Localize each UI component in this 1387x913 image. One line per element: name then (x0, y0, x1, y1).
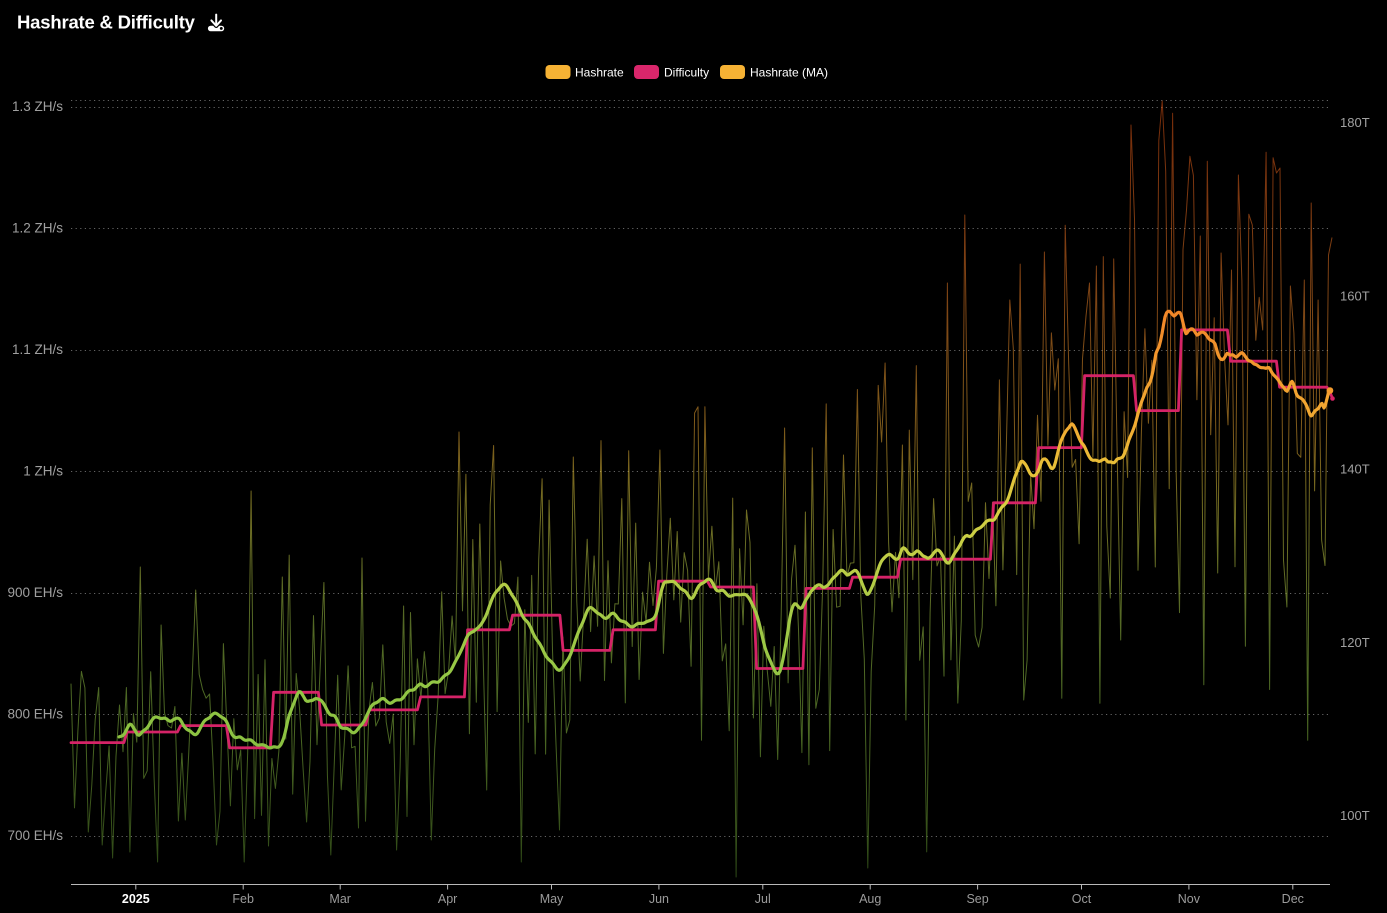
svg-text:Jul: Jul (755, 892, 771, 906)
svg-text:800 EH/s: 800 EH/s (7, 707, 63, 722)
svg-text:700 EH/s: 700 EH/s (7, 828, 63, 843)
svg-text:160T: 160T (1340, 288, 1370, 303)
svg-text:Hashrate (MA): Hashrate (MA) (750, 66, 828, 80)
svg-text:Hashrate & Difficulty: Hashrate & Difficulty (17, 12, 196, 33)
svg-text:1.1 ZH/s: 1.1 ZH/s (12, 342, 63, 357)
svg-text:900 EH/s: 900 EH/s (7, 585, 63, 600)
svg-text:1.3 ZH/s: 1.3 ZH/s (12, 99, 63, 114)
svg-text:Difficulty: Difficulty (664, 66, 709, 80)
svg-text:100T: 100T (1340, 808, 1370, 823)
svg-text:Feb: Feb (232, 892, 254, 906)
svg-text:Mar: Mar (329, 892, 351, 906)
svg-text:Jun: Jun (649, 892, 669, 906)
svg-text:Oct: Oct (1072, 892, 1092, 906)
svg-text:Hashrate: Hashrate (575, 66, 624, 80)
svg-text:1 ZH/s: 1 ZH/s (23, 464, 63, 479)
svg-text:1.2 ZH/s: 1.2 ZH/s (12, 221, 63, 236)
svg-text:Apr: Apr (438, 892, 457, 906)
svg-text:180T: 180T (1340, 115, 1370, 130)
svg-text:Nov: Nov (1178, 892, 1201, 906)
svg-text:140T: 140T (1340, 462, 1370, 477)
svg-text:May: May (540, 892, 564, 906)
svg-text:2025: 2025 (122, 892, 150, 906)
svg-text:Dec: Dec (1282, 892, 1304, 906)
svg-text:Sep: Sep (966, 892, 988, 906)
svg-text:120T: 120T (1340, 635, 1370, 650)
svg-text:Aug: Aug (859, 892, 881, 906)
